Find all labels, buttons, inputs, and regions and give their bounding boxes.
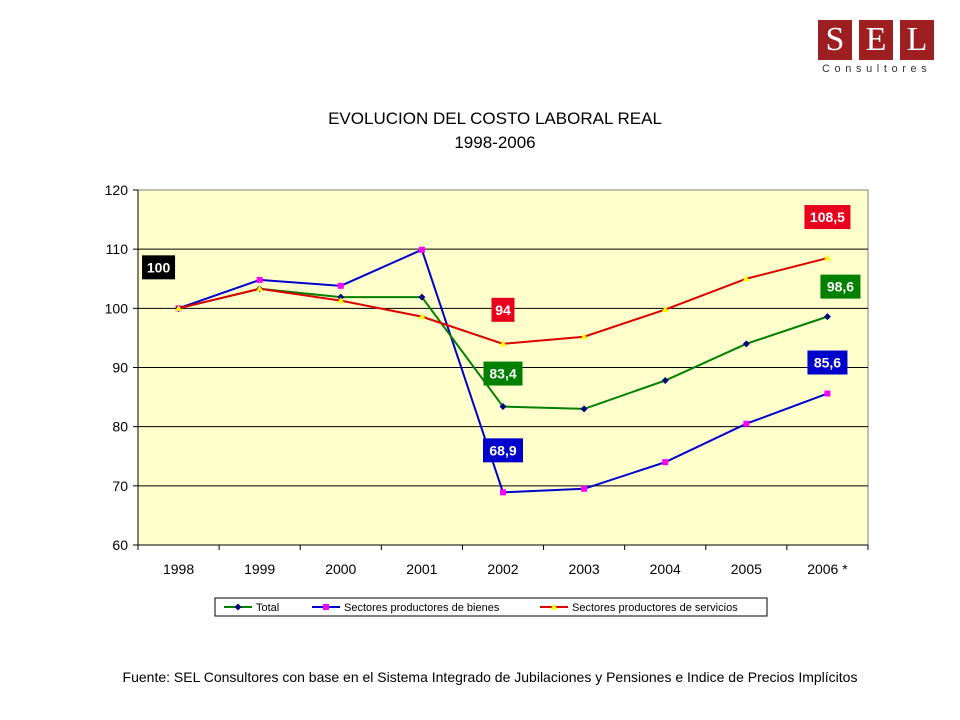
data-point-triangle [175,304,183,311]
y-tick-label: 110 [106,241,129,257]
callout-box [491,297,515,322]
x-tick-label: 1998 [163,561,194,577]
callout-text: 108,5 [810,209,845,225]
callout-label: 98,6 [820,274,861,299]
data-point-square [581,485,588,492]
callout-text: 94 [495,302,511,318]
line-chart: EVOLUCION DEL COSTO LABORAL REAL 1998-20… [105,109,869,617]
data-point-diamond [337,293,345,301]
callout-label: 100 [142,255,176,280]
data-point-triangle [256,285,264,292]
data-point-triangle [418,313,426,320]
data-point-square [418,246,425,253]
data-point-square [323,604,329,610]
data-point-triangle [499,340,507,347]
callout-label: 85,6 [807,350,848,375]
data-point-diamond [823,313,831,321]
logo-letter-e: E [859,20,893,60]
legend-box [214,597,768,617]
logo-subtitle: Consultores [822,63,932,75]
legend-label: Sectores productores de servicios [572,602,738,614]
callout-box [807,350,848,375]
series-layer [175,246,831,496]
callout-box [820,274,861,299]
legend-label: Sectores productores de bienes [344,602,500,614]
data-point-triangle [661,306,669,313]
y-tick-label: 80 [112,419,128,435]
callout-label: 94 [491,297,515,322]
legend-entry: Sectores productores de bienes [312,602,500,614]
data-point-diamond [661,377,669,385]
legend-entry: Sectores productores de servicios [540,602,738,614]
y-tick-label: 120 [105,182,129,198]
data-point-diamond [580,405,588,413]
data-point-square [824,390,831,397]
y-tick-label: 60 [112,537,128,553]
series-sectores-productores-de-servicios [175,254,831,347]
callout-label: 83,4 [483,361,523,386]
legend: Total Sectores productores de bienes Secto… [214,597,768,617]
callout-text: 100 [147,259,171,275]
data-point-triangle [742,275,750,282]
source-note: Fuente: SEL Consultores con base en el S… [122,669,858,685]
callout-text: 83,4 [489,366,516,382]
y-tick-label: 70 [112,478,128,494]
legend-entry: Total [224,602,279,614]
x-tick-label: 2005 [731,561,762,577]
logo-letter-l: L [900,20,934,60]
x-tick-label: 2000 [325,561,356,577]
sel-logo: S E L Consultores [818,20,936,76]
y-tick-label: 90 [112,360,128,376]
legend-label: Total [256,602,279,614]
callout-box [142,255,176,280]
data-point-triangle [823,254,831,261]
y-tick-label: 100 [105,300,129,316]
data-point-square [662,459,669,466]
callout-text: 98,6 [827,279,854,295]
callout-box [483,438,523,463]
x-tick-label: 2001 [406,561,437,577]
x-tick-label: 1999 [244,561,275,577]
data-point-diamond [499,403,507,411]
data-point-square [743,420,750,427]
data-point-triangle [550,603,558,610]
data-point-square [256,276,263,283]
x-tick-label: 2002 [487,561,518,577]
data-point-triangle [580,333,588,340]
logo-letter-s: S [818,20,852,60]
data-point-square [500,489,506,496]
x-tick-label: 2004 [650,561,681,577]
data-point-diamond [418,293,426,301]
x-tick-label: 2006 * [807,561,848,577]
callout-label: 68,9 [483,438,523,463]
callout-box [804,205,851,230]
data-point-diamond [234,603,242,611]
data-point-square [337,282,344,289]
data-point-triangle [337,297,345,304]
callout-text: 68,9 [489,442,516,458]
data-point-diamond [742,340,750,348]
axes: 60 70 80 90 100 110 120 1998 1999 2000 2001 2002 200… [105,182,869,577]
callout-box [483,361,523,386]
chart-title: EVOLUCION DEL COSTO LABORAL REAL [328,109,662,128]
annotation-layer: 100 94 83,4 68,9 108,5 98,6 85,6 [142,205,861,463]
x-tick-label: 2003 [569,561,600,577]
callout-label: 108,5 [804,205,851,230]
callout-text: 85,6 [814,355,841,371]
chart-subtitle: 1998-2006 [454,133,535,152]
